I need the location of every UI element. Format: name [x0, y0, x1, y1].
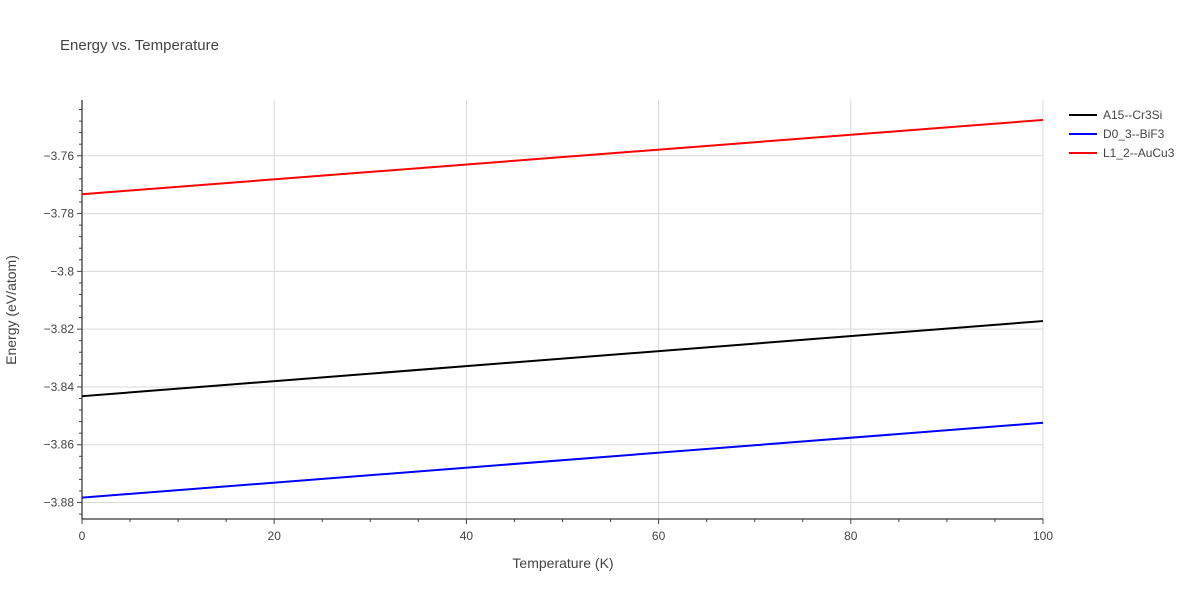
x-tick-label: 0 [79, 529, 86, 543]
x-tick-label: 60 [652, 529, 666, 543]
y-tick-label: −3.86 [44, 438, 75, 452]
y-tick-label: −3.76 [44, 149, 75, 163]
series-line-0 [81, 320, 1044, 398]
y-tick-label: −3.78 [44, 207, 75, 221]
legend: A15--Cr3Si D0_3--BiF3 L1_2--AuCu3 [1069, 108, 1175, 160]
legend-label: D0_3--BiF3 [1103, 127, 1165, 141]
series-line-1 [81, 421, 1044, 499]
legend-item: L1_2--AuCu3 [1069, 146, 1175, 160]
x-axis-title: Temperature (K) [512, 555, 613, 571]
x-tick-label: 100 [1033, 529, 1053, 543]
legend-label: L1_2--AuCu3 [1103, 146, 1175, 160]
y-axis-title: Energy (eV/atom) [3, 255, 19, 365]
series-line-2 [81, 118, 1044, 196]
axes-layer: 0 20 40 60 80 100 −3.88 −3.86 −3.84 −3.82 −3.8 −3.7… [44, 100, 1053, 543]
x-tick-label: 80 [844, 529, 858, 543]
x-tick-label: 20 [268, 529, 282, 543]
y-tick-label: −3.82 [44, 322, 75, 336]
chart-title: Energy vs. Temperature [60, 37, 219, 54]
series-layer [81, 118, 1044, 499]
legend-item: A15--Cr3Si [1069, 108, 1162, 122]
x-tick-label: 40 [460, 529, 474, 543]
y-tick-label: −3.88 [44, 496, 75, 510]
y-tick-label: −3.84 [44, 380, 75, 394]
legend-item: D0_3--BiF3 [1069, 127, 1165, 141]
grid-layer [82, 100, 1044, 519]
y-tick-label: −3.8 [50, 264, 74, 278]
legend-label: A15--Cr3Si [1103, 108, 1162, 122]
